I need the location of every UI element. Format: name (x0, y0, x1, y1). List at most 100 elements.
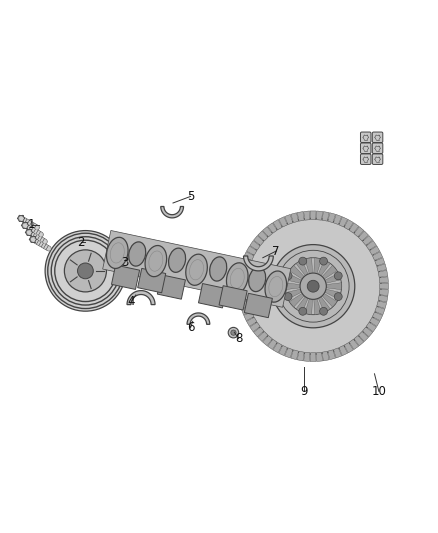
Text: 5: 5 (187, 190, 194, 203)
Polygon shape (285, 214, 293, 224)
Polygon shape (279, 217, 287, 227)
Polygon shape (238, 277, 247, 283)
Polygon shape (378, 270, 388, 277)
Polygon shape (318, 297, 330, 312)
Polygon shape (258, 231, 268, 241)
Polygon shape (339, 217, 348, 227)
Polygon shape (286, 289, 301, 299)
Polygon shape (370, 317, 380, 326)
Circle shape (272, 245, 355, 328)
Polygon shape (370, 246, 380, 255)
Polygon shape (339, 345, 348, 356)
Polygon shape (238, 289, 247, 296)
Polygon shape (354, 227, 364, 237)
Polygon shape (273, 220, 282, 230)
Polygon shape (238, 283, 247, 289)
Polygon shape (138, 269, 166, 293)
Polygon shape (326, 282, 342, 289)
Polygon shape (291, 350, 298, 360)
FancyBboxPatch shape (360, 154, 371, 165)
Polygon shape (316, 352, 323, 361)
Polygon shape (112, 265, 140, 289)
Polygon shape (297, 351, 304, 361)
Polygon shape (377, 264, 387, 271)
Circle shape (320, 257, 328, 265)
Ellipse shape (210, 257, 227, 281)
Polygon shape (241, 306, 251, 314)
Polygon shape (354, 335, 364, 346)
Polygon shape (325, 273, 341, 283)
Polygon shape (366, 240, 377, 250)
Polygon shape (322, 351, 329, 361)
Circle shape (320, 308, 328, 315)
Circle shape (45, 231, 126, 311)
Polygon shape (304, 211, 310, 220)
Polygon shape (239, 270, 248, 277)
Polygon shape (310, 353, 316, 361)
Polygon shape (254, 327, 264, 337)
Polygon shape (219, 286, 247, 310)
Circle shape (231, 330, 236, 335)
Circle shape (245, 219, 381, 354)
Circle shape (64, 250, 106, 292)
Circle shape (228, 327, 239, 338)
Text: 6: 6 (187, 321, 194, 334)
Polygon shape (250, 240, 260, 250)
Ellipse shape (129, 242, 146, 266)
Ellipse shape (169, 248, 186, 272)
Ellipse shape (265, 271, 286, 302)
Polygon shape (304, 352, 310, 361)
Circle shape (284, 272, 292, 280)
Ellipse shape (226, 263, 248, 294)
Polygon shape (244, 252, 254, 261)
Circle shape (299, 257, 307, 265)
Circle shape (307, 280, 319, 292)
Text: 1: 1 (28, 219, 35, 231)
Polygon shape (268, 223, 277, 233)
Polygon shape (262, 335, 272, 346)
Polygon shape (314, 258, 321, 273)
Text: 8: 8 (235, 332, 242, 345)
Ellipse shape (249, 268, 266, 292)
Polygon shape (285, 348, 293, 358)
Polygon shape (316, 211, 323, 220)
Polygon shape (198, 284, 226, 308)
Text: 9: 9 (300, 385, 308, 398)
Polygon shape (333, 214, 342, 224)
Text: 4: 4 (127, 295, 135, 308)
Polygon shape (344, 220, 353, 230)
Polygon shape (279, 345, 287, 356)
FancyBboxPatch shape (360, 143, 371, 154)
Polygon shape (378, 295, 388, 302)
FancyBboxPatch shape (372, 154, 383, 165)
Polygon shape (187, 313, 210, 324)
Polygon shape (328, 350, 336, 360)
Polygon shape (296, 297, 308, 312)
Polygon shape (102, 230, 291, 308)
Polygon shape (375, 257, 385, 266)
Circle shape (334, 293, 342, 301)
Polygon shape (239, 295, 248, 302)
FancyBboxPatch shape (360, 132, 371, 142)
Polygon shape (289, 293, 304, 307)
Polygon shape (289, 265, 304, 279)
Polygon shape (372, 312, 383, 321)
Polygon shape (349, 339, 359, 350)
Polygon shape (318, 260, 330, 276)
Polygon shape (240, 264, 250, 271)
Polygon shape (380, 283, 389, 289)
Polygon shape (363, 236, 373, 246)
Text: 2: 2 (77, 236, 85, 249)
Polygon shape (305, 258, 312, 273)
Polygon shape (363, 327, 373, 337)
Polygon shape (297, 212, 304, 221)
Polygon shape (328, 213, 336, 223)
Polygon shape (375, 306, 385, 314)
Polygon shape (379, 277, 389, 283)
Polygon shape (344, 343, 353, 353)
Polygon shape (366, 322, 377, 332)
Polygon shape (379, 289, 389, 296)
Polygon shape (241, 257, 251, 266)
Polygon shape (310, 211, 316, 220)
Polygon shape (244, 256, 273, 271)
